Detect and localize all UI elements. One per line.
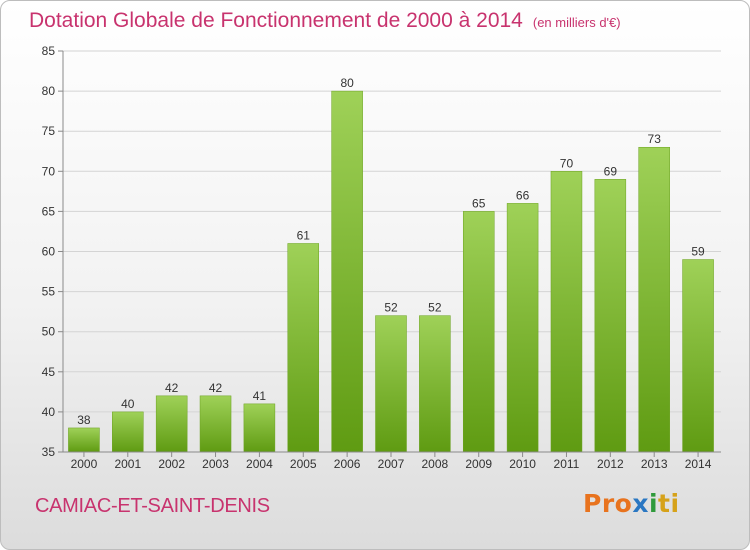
x-tick-label: 2001 <box>114 457 141 471</box>
bar-2004 <box>243 403 276 453</box>
y-tick-label: 50 <box>42 325 56 339</box>
x-tick-label: 2012 <box>597 457 624 471</box>
x-tick-label: 2010 <box>509 457 536 471</box>
bar-2009 <box>462 211 495 453</box>
y-tick-label: 60 <box>42 245 56 259</box>
data-label: 65 <box>472 196 486 210</box>
x-tick-label: 2011 <box>554 457 580 471</box>
bar-2003 <box>199 395 232 453</box>
chart-subtitle: (en milliers d'€) <box>532 15 621 30</box>
data-label: 40 <box>121 397 135 411</box>
x-tick-label: 2002 <box>158 457 185 471</box>
logo-part-1: Pro <box>583 489 633 518</box>
chart-title: Dotation Globale de Fonctionnement de 20… <box>29 9 621 33</box>
proxiti-logo: Proxiti <box>583 489 680 518</box>
bar-2000 <box>68 427 100 453</box>
bar-2006 <box>331 90 363 453</box>
bar-2001 <box>112 411 144 453</box>
bar-2007 <box>375 315 407 453</box>
data-label: 42 <box>165 381 179 395</box>
bars-layer: 38 40 42 42 41 61 80 52 52 65 66 70 69 73 59 <box>68 76 714 453</box>
bar-2008 <box>419 315 451 453</box>
data-label: 38 <box>77 413 91 427</box>
data-label: 61 <box>297 228 311 242</box>
x-tick-label: 2007 <box>378 457 405 471</box>
data-label: 59 <box>691 245 705 259</box>
bar-2014 <box>682 259 714 453</box>
data-label: 52 <box>384 301 398 315</box>
y-tick-label: 85 <box>42 44 56 58</box>
bar-2013 <box>638 146 670 453</box>
y-tick-label: 45 <box>42 365 56 379</box>
y-tick-label: 75 <box>42 124 56 138</box>
y-tick-label: 35 <box>42 445 56 459</box>
bar-2002 <box>155 395 188 453</box>
data-label: 70 <box>560 156 574 170</box>
logo-part-2: x <box>632 489 649 518</box>
bar-2010 <box>506 203 539 453</box>
data-label: 80 <box>340 76 354 90</box>
data-label: 42 <box>209 381 223 395</box>
chart-title-text: Dotation Globale de Fonctionnement de 20… <box>29 9 523 32</box>
logo-part-3: i <box>648 489 659 518</box>
y-tick-label: 55 <box>42 285 56 299</box>
x-tick-label: 2004 <box>246 457 273 471</box>
bar-2011 <box>550 171 583 453</box>
x-tick-label: 2013 <box>641 457 668 471</box>
bar-2012 <box>594 179 627 453</box>
x-tick-label: 2005 <box>290 457 317 471</box>
x-tick-label: 2009 <box>465 457 492 471</box>
y-tick-label: 65 <box>42 204 56 218</box>
data-label: 52 <box>428 301 442 315</box>
y-tick-label: 40 <box>42 405 56 419</box>
bar-2005 <box>287 243 320 453</box>
x-tick-label: 2000 <box>71 457 98 471</box>
y-tick-label: 70 <box>42 164 56 178</box>
x-tick-label: 2008 <box>422 457 449 471</box>
x-tick-label: 2014 <box>685 457 712 471</box>
axis-layer: 35 40 45 50 55 60 65 70 75 80 85 2000 2001 2002 2003 20… <box>42 44 721 471</box>
data-label: 73 <box>648 132 662 146</box>
data-label: 41 <box>253 389 267 403</box>
commune-name: CAMIAC-ET-SAINT-DENIS <box>35 495 270 517</box>
data-label: 66 <box>516 188 530 202</box>
x-tick-label: 2006 <box>334 457 361 471</box>
data-label: 69 <box>604 164 618 178</box>
logo-part-4: ti <box>658 489 680 518</box>
x-tick-label: 2003 <box>202 457 229 471</box>
y-tick-label: 80 <box>42 84 56 98</box>
